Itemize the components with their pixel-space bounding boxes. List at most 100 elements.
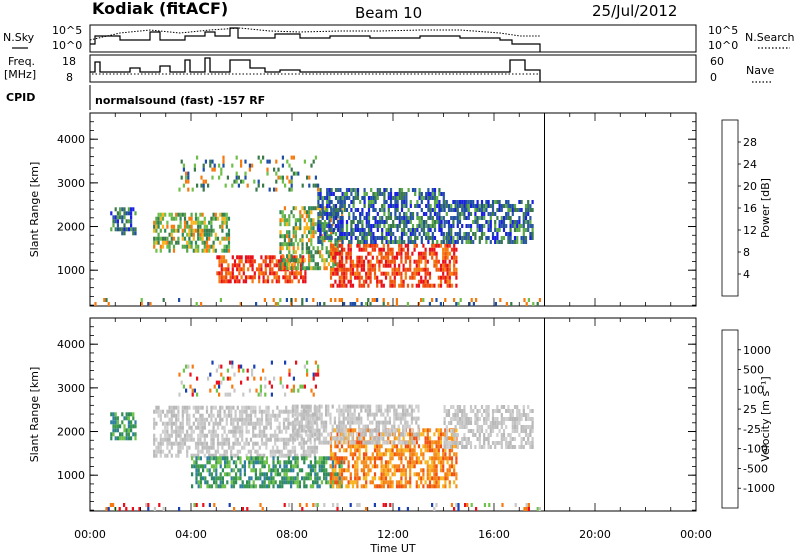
data-cell: [179, 437, 182, 442]
data-cell: [323, 232, 327, 236]
data-cell: [256, 433, 259, 438]
data-cell: [380, 468, 383, 473]
data-cell: [269, 437, 272, 442]
data-cell: [227, 236, 231, 241]
data-cell: [238, 433, 242, 438]
data-cell: [456, 232, 459, 236]
data-cell: [334, 251, 337, 256]
data-cell: [382, 255, 385, 260]
data-cell: [404, 251, 407, 256]
data-cell: [231, 267, 234, 272]
data-cell: [201, 220, 204, 225]
data-cell: [513, 417, 517, 421]
data-cell: [217, 456, 220, 461]
data-cell: [314, 503, 317, 507]
data-cell: [376, 259, 379, 264]
data-cell: [415, 480, 418, 485]
data-cell: [172, 405, 176, 410]
data-cell: [274, 433, 277, 438]
data-cell: [236, 425, 239, 430]
data-cell: [371, 412, 374, 417]
data-cell: [417, 408, 420, 413]
data-cell: [498, 220, 501, 224]
data-cell: [329, 464, 333, 469]
data-cell: [305, 424, 308, 429]
data-cell: [265, 433, 268, 438]
data-cell: [362, 428, 365, 433]
data-cell: [349, 259, 352, 264]
data-cell: [212, 437, 215, 442]
data-cell: [420, 460, 423, 465]
data-cell: [217, 460, 220, 465]
data-cell: [121, 207, 124, 212]
data-cell: [301, 238, 304, 243]
data-cell: [201, 445, 204, 450]
data-cell: [286, 254, 289, 259]
data-cell: [318, 436, 321, 441]
data-cell: [448, 263, 451, 268]
data-cell: [132, 412, 135, 417]
data-cell: [345, 271, 348, 276]
data-cell: [130, 219, 133, 224]
data-cell: [415, 456, 418, 461]
data-cell: [516, 240, 519, 244]
noise-panel-frame: [89, 24, 697, 53]
data-cell: [400, 275, 403, 280]
data-cell: [513, 421, 517, 425]
data-cell: [166, 437, 169, 442]
data-cell: [269, 263, 272, 268]
data-cell: [298, 480, 301, 485]
data-cell: [343, 460, 346, 465]
data-cell: [216, 409, 220, 414]
data-cell: [301, 298, 304, 302]
data-cell: [318, 432, 321, 437]
data-cell: [406, 444, 410, 449]
data-cell: [213, 468, 216, 473]
data-cell: [362, 452, 366, 457]
data-cell: [384, 440, 387, 445]
data-cell: [222, 267, 226, 272]
data-cell: [347, 416, 350, 421]
data-cell: [452, 441, 455, 445]
data-cell: [382, 420, 385, 425]
data-cell: [127, 424, 130, 429]
data-cell: [400, 247, 403, 252]
data-cell: [395, 298, 398, 302]
data-cell: [410, 440, 413, 445]
data-cell: [531, 441, 534, 445]
data-cell: [192, 248, 195, 253]
data-cell: [305, 298, 308, 302]
data-cell: [172, 216, 176, 221]
data-cell: [186, 248, 189, 253]
data-cell: [325, 420, 328, 425]
data-cell: [480, 236, 484, 240]
data-cell: [349, 472, 352, 477]
data-cell: [337, 208, 340, 212]
data-cell: [336, 507, 339, 511]
data-cell: [299, 210, 302, 215]
data-cell: [383, 188, 386, 192]
data-cell: [365, 216, 368, 220]
data-cell: [527, 437, 530, 441]
data-cell: [400, 240, 404, 244]
data-cell: [498, 228, 501, 232]
data-cell: [256, 421, 259, 426]
data-cell: [296, 472, 299, 477]
data-cell: [476, 429, 479, 433]
data-cell: [168, 441, 171, 446]
data-cell: [374, 192, 377, 196]
data-cell: [448, 259, 451, 264]
data-cell: [415, 283, 418, 288]
data-cell: [404, 420, 407, 425]
data-cell: [487, 228, 490, 232]
data-cell: [403, 192, 406, 196]
data-cell: [341, 220, 344, 224]
data-cell: [221, 433, 224, 438]
data-cell: [376, 283, 379, 288]
data-cell: [238, 279, 241, 284]
data-cell: [247, 429, 250, 434]
data-cell: [463, 437, 466, 441]
data-cell: [344, 440, 347, 445]
data-cell: [240, 380, 243, 385]
data-cell: [396, 228, 399, 232]
